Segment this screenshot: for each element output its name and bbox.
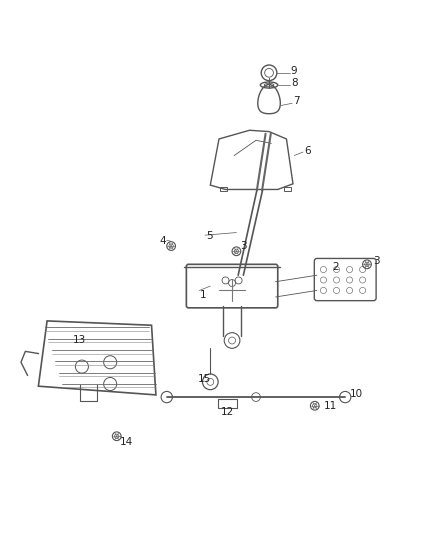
Text: 15: 15 <box>198 374 212 384</box>
Bar <box>220 187 227 191</box>
Text: 7: 7 <box>293 96 300 106</box>
Text: 9: 9 <box>291 66 297 76</box>
Text: 4: 4 <box>159 236 166 246</box>
Text: 1: 1 <box>199 290 206 300</box>
Text: 5: 5 <box>206 231 212 241</box>
Text: 14: 14 <box>120 438 134 447</box>
Text: 12: 12 <box>221 407 234 417</box>
Bar <box>284 187 291 191</box>
Text: 11: 11 <box>323 401 337 411</box>
Text: 3: 3 <box>374 256 380 266</box>
Text: 8: 8 <box>291 78 297 88</box>
Text: 3: 3 <box>240 240 247 251</box>
Text: 6: 6 <box>304 146 311 156</box>
Bar <box>218 399 237 408</box>
Text: 10: 10 <box>350 389 363 399</box>
Text: 13: 13 <box>73 335 86 345</box>
Text: 2: 2 <box>332 262 339 271</box>
